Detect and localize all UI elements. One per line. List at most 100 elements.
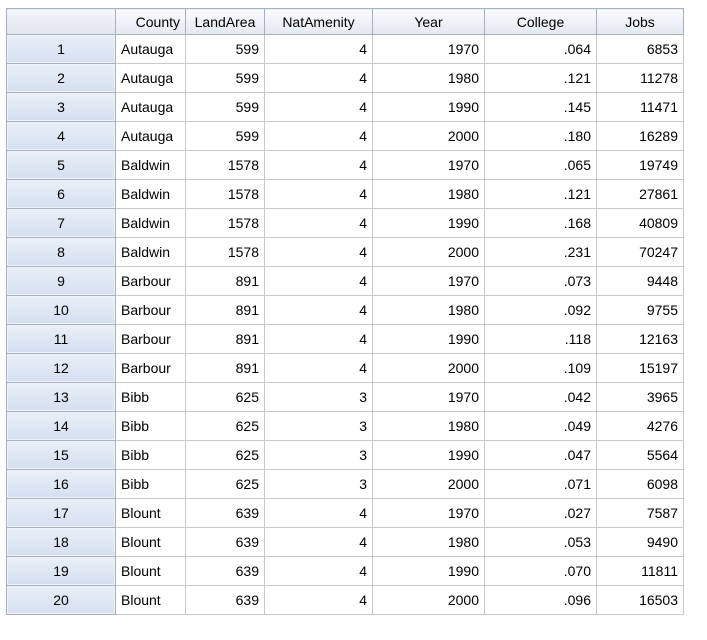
row-number-header[interactable]: 1 (6, 34, 116, 64)
cell-natamenity[interactable]: 4 (264, 324, 373, 354)
cell-landarea[interactable]: 891 (185, 266, 265, 296)
column-header-natamenity[interactable]: NatAmenity (264, 8, 373, 35)
cell-landarea[interactable]: 639 (185, 585, 265, 615)
cell-natamenity[interactable]: 4 (264, 266, 373, 296)
cell-college[interactable]: .092 (484, 295, 597, 325)
row-number-header[interactable]: 14 (6, 411, 116, 441)
cell-natamenity[interactable]: 4 (264, 150, 373, 180)
cell-jobs[interactable]: 16503 (596, 585, 684, 615)
cell-county[interactable]: Bibb (115, 440, 186, 470)
row-number-header[interactable]: 8 (6, 237, 116, 267)
row-number-header[interactable]: 18 (6, 527, 116, 557)
column-header-year[interactable]: Year (372, 8, 485, 35)
cell-year[interactable]: 1990 (372, 324, 485, 354)
cell-natamenity[interactable]: 4 (264, 498, 373, 528)
cell-jobs[interactable]: 5564 (596, 440, 684, 470)
cell-jobs[interactable]: 3965 (596, 382, 684, 412)
cell-natamenity[interactable]: 3 (264, 382, 373, 412)
cell-jobs[interactable]: 12163 (596, 324, 684, 354)
cell-year[interactable]: 1980 (372, 411, 485, 441)
cell-college[interactable]: .121 (484, 63, 597, 93)
row-number-header[interactable]: 9 (6, 266, 116, 296)
cell-college[interactable]: .180 (484, 121, 597, 151)
cell-landarea[interactable]: 1578 (185, 208, 265, 238)
row-number-header[interactable]: 19 (6, 556, 116, 586)
cell-college[interactable]: .071 (484, 469, 597, 499)
row-number-header[interactable]: 7 (6, 208, 116, 238)
cell-county[interactable]: Baldwin (115, 179, 186, 209)
cell-year[interactable]: 1990 (372, 208, 485, 238)
cell-landarea[interactable]: 1578 (185, 237, 265, 267)
cell-county[interactable]: Baldwin (115, 237, 186, 267)
corner-select-all-cell[interactable] (6, 8, 116, 35)
row-number-header[interactable]: 15 (6, 440, 116, 470)
cell-county[interactable]: Barbour (115, 295, 186, 325)
column-header-landarea[interactable]: LandArea (185, 8, 265, 35)
cell-county[interactable]: Blount (115, 585, 186, 615)
cell-county[interactable]: Blount (115, 527, 186, 557)
cell-year[interactable]: 1990 (372, 440, 485, 470)
cell-year[interactable]: 2000 (372, 121, 485, 151)
cell-county[interactable]: Autauga (115, 92, 186, 122)
cell-college[interactable]: .053 (484, 527, 597, 557)
cell-year[interactable]: 1970 (372, 498, 485, 528)
cell-jobs[interactable]: 6853 (596, 34, 684, 64)
cell-college[interactable]: .049 (484, 411, 597, 441)
cell-natamenity[interactable]: 3 (264, 411, 373, 441)
cell-natamenity[interactable]: 4 (264, 121, 373, 151)
cell-natamenity[interactable]: 4 (264, 527, 373, 557)
cell-year[interactable]: 1970 (372, 34, 485, 64)
cell-jobs[interactable]: 19749 (596, 150, 684, 180)
cell-year[interactable]: 1970 (372, 266, 485, 296)
cell-natamenity[interactable]: 4 (264, 237, 373, 267)
cell-landarea[interactable]: 625 (185, 382, 265, 412)
cell-county[interactable]: Autauga (115, 34, 186, 64)
cell-college[interactable]: .145 (484, 92, 597, 122)
cell-college[interactable]: .047 (484, 440, 597, 470)
cell-county[interactable]: Baldwin (115, 208, 186, 238)
cell-county[interactable]: Autauga (115, 63, 186, 93)
cell-year[interactable]: 1980 (372, 179, 485, 209)
cell-college[interactable]: .231 (484, 237, 597, 267)
cell-county[interactable]: Autauga (115, 121, 186, 151)
cell-landarea[interactable]: 1578 (185, 179, 265, 209)
cell-jobs[interactable]: 11278 (596, 63, 684, 93)
cell-year[interactable]: 1980 (372, 295, 485, 325)
cell-landarea[interactable]: 891 (185, 353, 265, 383)
cell-county[interactable]: Bibb (115, 411, 186, 441)
cell-year[interactable]: 1990 (372, 92, 485, 122)
cell-landarea[interactable]: 599 (185, 92, 265, 122)
row-number-header[interactable]: 10 (6, 295, 116, 325)
cell-college[interactable]: .073 (484, 266, 597, 296)
row-number-header[interactable]: 5 (6, 150, 116, 180)
row-number-header[interactable]: 6 (6, 179, 116, 209)
cell-year[interactable]: 1980 (372, 527, 485, 557)
cell-landarea[interactable]: 639 (185, 556, 265, 586)
cell-landarea[interactable]: 625 (185, 469, 265, 499)
cell-jobs[interactable]: 9755 (596, 295, 684, 325)
cell-landarea[interactable]: 625 (185, 440, 265, 470)
cell-county[interactable]: Barbour (115, 324, 186, 354)
row-number-header[interactable]: 4 (6, 121, 116, 151)
column-header-college[interactable]: College (484, 8, 597, 35)
row-number-header[interactable]: 12 (6, 353, 116, 383)
cell-natamenity[interactable]: 4 (264, 92, 373, 122)
cell-county[interactable]: Blount (115, 556, 186, 586)
cell-natamenity[interactable]: 4 (264, 208, 373, 238)
cell-natamenity[interactable]: 4 (264, 585, 373, 615)
cell-college[interactable]: .109 (484, 353, 597, 383)
cell-jobs[interactable]: 11471 (596, 92, 684, 122)
cell-year[interactable]: 2000 (372, 469, 485, 499)
cell-county[interactable]: Bibb (115, 382, 186, 412)
cell-jobs[interactable]: 15197 (596, 353, 684, 383)
cell-county[interactable]: Blount (115, 498, 186, 528)
row-number-header[interactable]: 13 (6, 382, 116, 412)
cell-county[interactable]: Bibb (115, 469, 186, 499)
cell-landarea[interactable]: 639 (185, 498, 265, 528)
row-number-header[interactable]: 16 (6, 469, 116, 499)
cell-landarea[interactable]: 1578 (185, 150, 265, 180)
cell-year[interactable]: 1970 (372, 150, 485, 180)
cell-jobs[interactable]: 27861 (596, 179, 684, 209)
cell-college[interactable]: .027 (484, 498, 597, 528)
cell-jobs[interactable]: 40809 (596, 208, 684, 238)
